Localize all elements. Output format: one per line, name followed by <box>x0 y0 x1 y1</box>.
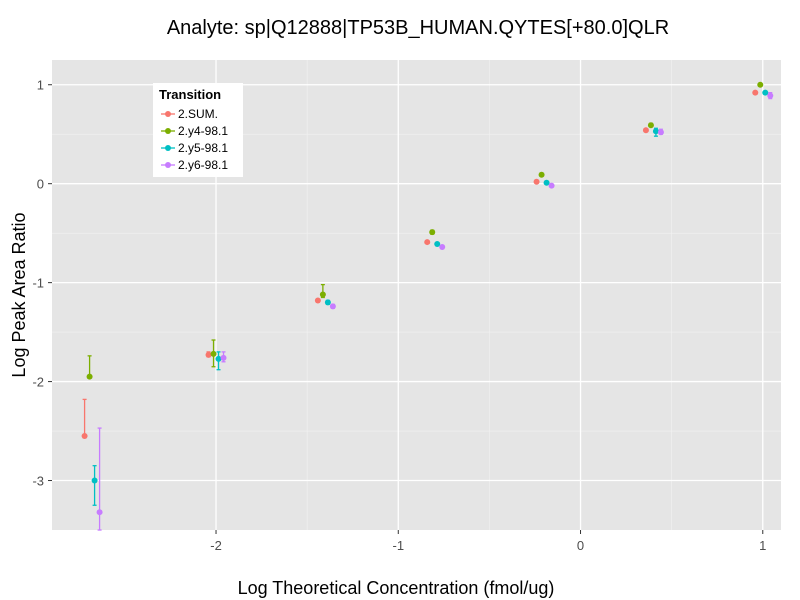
legend-items: 2.SUM. 2.y4-98.1 2.y5-98.1 2.y6-98.1 <box>161 107 228 172</box>
data-point <box>752 89 759 96</box>
legend-label: 2.y6-98.1 <box>178 158 228 172</box>
legend: Transition 2.SUM. 2.y4-98.1 2.y5-98.1 2.y6-… <box>153 83 243 177</box>
data-point <box>86 373 93 380</box>
series-2.y6-98.1 <box>96 92 774 531</box>
data-point <box>762 89 769 96</box>
series-2.y5-98.1 <box>91 89 769 506</box>
data-point <box>429 229 436 236</box>
legend-key-point <box>165 128 171 134</box>
y-tick-label: -2 <box>32 375 44 390</box>
y-tick-label: -1 <box>32 276 44 291</box>
data-point <box>205 351 212 358</box>
chart-title: Analyte: sp|Q12888|TP53B_HUMAN.QYTES[+80… <box>167 17 669 39</box>
data-point <box>767 92 774 99</box>
series-2.SUM. <box>81 89 759 439</box>
data-point <box>647 122 654 129</box>
x-tick-label: 1 <box>759 538 766 553</box>
legend-title: Transition <box>159 87 221 102</box>
data-point <box>210 350 217 357</box>
data-point <box>424 239 431 246</box>
data-point <box>439 244 446 251</box>
x-tick-label: -2 <box>210 538 222 553</box>
data-point <box>657 129 664 136</box>
data-point <box>543 179 550 186</box>
legend-label: 2.y5-98.1 <box>178 141 228 155</box>
data-point <box>215 355 222 362</box>
series-2.y4-98.1 <box>86 81 764 380</box>
data-point <box>642 127 649 134</box>
legend-key-point <box>165 162 171 168</box>
y-tick-label: -3 <box>32 474 44 489</box>
data-point <box>96 509 103 516</box>
data-point <box>319 291 326 298</box>
data-point <box>548 182 555 189</box>
legend-label: 2.SUM. <box>178 107 218 121</box>
y-axis-title: Log Peak Area Ratio <box>9 212 29 377</box>
data-point <box>329 303 336 310</box>
data-point <box>81 433 88 439</box>
x-axis: -2 -1 0 1 <box>210 530 766 553</box>
data-point <box>533 178 540 185</box>
x-axis-title: Log Theoretical Concentration (fmol/ug) <box>238 578 555 598</box>
data-point <box>324 299 331 306</box>
data-point <box>220 354 227 361</box>
y-tick-label: 0 <box>37 177 44 192</box>
legend-key-point <box>165 145 171 151</box>
data-point <box>538 171 545 178</box>
data-point <box>434 241 441 248</box>
data-point <box>314 297 321 304</box>
legend-label: 2.y4-98.1 <box>178 124 228 138</box>
data-point <box>652 128 659 135</box>
y-axis: 1 0 -1 -2 -3 <box>32 78 52 489</box>
data-point <box>757 81 764 88</box>
y-tick-label: 1 <box>37 78 44 93</box>
data-point <box>91 477 98 484</box>
x-tick-label: -1 <box>392 538 404 553</box>
data-series <box>81 81 774 531</box>
legend-key-point <box>165 111 171 117</box>
x-tick-label: 0 <box>577 538 584 553</box>
